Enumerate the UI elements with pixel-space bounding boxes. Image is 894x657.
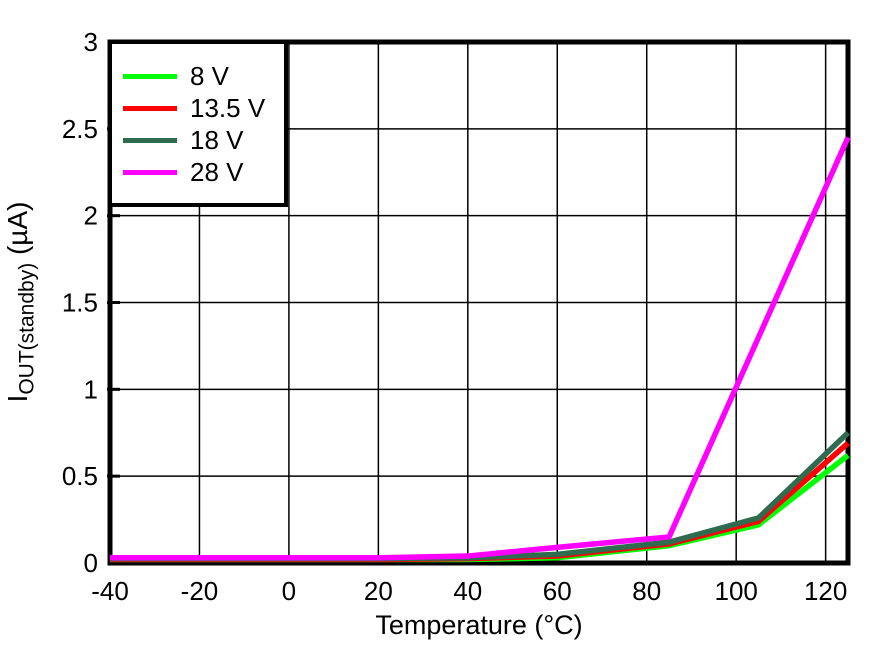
y-tick-label: 3 (84, 27, 98, 57)
series-line-18-V (110, 430, 850, 562)
y-tick-label: 2.5 (62, 114, 98, 144)
y-axis-title-unit: (µA) (2, 201, 33, 263)
series-line-8-V (110, 453, 850, 563)
x-tick-label: 100 (714, 576, 757, 606)
series-line-28-V (110, 136, 851, 561)
legend: 8 V 13.5 V 18 V 28 V (108, 40, 288, 207)
y-axis-title-symbol: I (2, 394, 33, 403)
legend-item-28-V: 28 V (123, 156, 284, 188)
x-tick-label: 120 (804, 576, 847, 606)
x-tick-label: 60 (543, 576, 572, 606)
x-tick-label: 20 (364, 576, 393, 606)
x-tick-label: 40 (453, 576, 482, 606)
legend-line-swatch (123, 73, 177, 79)
y-tick-label: 1.5 (62, 288, 98, 318)
y-axis-title: IOUT(standby) (µA) (2, 152, 42, 452)
y-tick-label: 0 (84, 548, 98, 578)
y-axis-title-subscript: OUT(standby) (15, 262, 39, 395)
x-axis-title: Temperature (°C) (375, 610, 583, 640)
legend-line-swatch (123, 169, 177, 175)
y-tick-label: 0.5 (62, 461, 98, 491)
legend-label: 28 V (190, 156, 244, 187)
y-tick-label: 1 (84, 374, 98, 404)
legend-item-8-V: 8 V (123, 60, 284, 92)
legend-line-swatch (123, 105, 177, 111)
y-tick-label: 2 (84, 201, 98, 231)
x-tick-label: -20 (181, 576, 219, 606)
plot-border (107, 39, 851, 566)
legend-line-swatch (123, 137, 177, 143)
x-tick-label: 80 (632, 576, 661, 606)
legend-label: 18 V (190, 124, 244, 155)
legend-label: 13.5 V (190, 92, 266, 123)
legend-item-13-5-V: 13.5 V (123, 92, 284, 124)
x-tick-label: -40 (91, 576, 129, 606)
series-line-13-5-V (110, 441, 850, 563)
x-tick-label: 0 (282, 576, 296, 606)
legend-label: 8 V (190, 60, 230, 91)
legend-item-18-V: 18 V (123, 124, 284, 156)
